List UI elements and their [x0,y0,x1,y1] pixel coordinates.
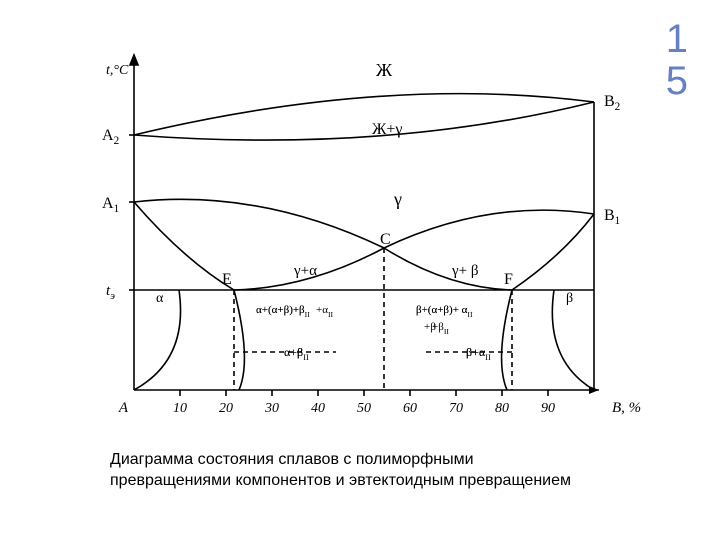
svg-text:tэ: tэ [106,283,115,302]
caption-line-2: превращениями компонентов и эвтектоидным… [110,471,571,492]
svg-text:B1: B1 [604,207,620,227]
phase-diagram: 10 20 30 40 50 60 70 80 90 A В, % t,°C Ж Ж+γ γ γ+α γ+ β α… [84,40,644,445]
svg-text:t,°C: t,°C [106,63,129,78]
slide-number-bottom: 5 [666,60,688,102]
svg-text:γ+ β: γ+ β [451,263,478,279]
svg-text:β+αII: β+αII [466,345,491,362]
svg-text:γ: γ [393,189,402,209]
svg-text:Ж+γ: Ж+γ [372,121,402,138]
svg-text:90: 90 [541,401,555,416]
svg-text:α+βII: α+βII [284,345,309,362]
svg-text:+βII: +βII [432,321,449,336]
svg-text:A2: A2 [102,127,119,147]
svg-text:50: 50 [357,401,371,416]
svg-text:α: α [156,291,164,306]
svg-text:+αII: +αII [316,304,334,319]
svg-text:F: F [504,271,513,288]
svg-text:30: 30 [264,401,279,416]
svg-text:20: 20 [219,401,233,416]
svg-text:B2: B2 [604,93,620,113]
svg-text:β: β [566,291,573,306]
svg-text:E: E [222,271,232,288]
svg-text:A1: A1 [102,195,119,215]
caption: Диаграмма состояния сплавов с полиморфны… [110,450,571,492]
slide-number: 1 5 [666,18,688,102]
svg-text:В, %: В, % [612,400,641,416]
svg-text:70: 70 [449,401,463,416]
svg-text:10: 10 [173,401,187,416]
svg-text:60: 60 [403,401,417,416]
slide-number-top: 1 [666,18,688,60]
svg-text:40: 40 [311,401,325,416]
svg-text:α+(α+β)+βII: α+(α+β)+βII [256,304,310,319]
svg-text:A: A [118,400,129,416]
caption-line-1: Диаграмма состояния сплавов с полиморфны… [110,450,571,471]
svg-text:C: C [380,231,391,248]
svg-text:80: 80 [495,401,509,416]
svg-text:γ+α: γ+α [293,263,317,279]
svg-text:Ж: Ж [376,60,393,80]
svg-text:β+(α+β)+ αII: β+(α+β)+ αII [416,304,473,319]
